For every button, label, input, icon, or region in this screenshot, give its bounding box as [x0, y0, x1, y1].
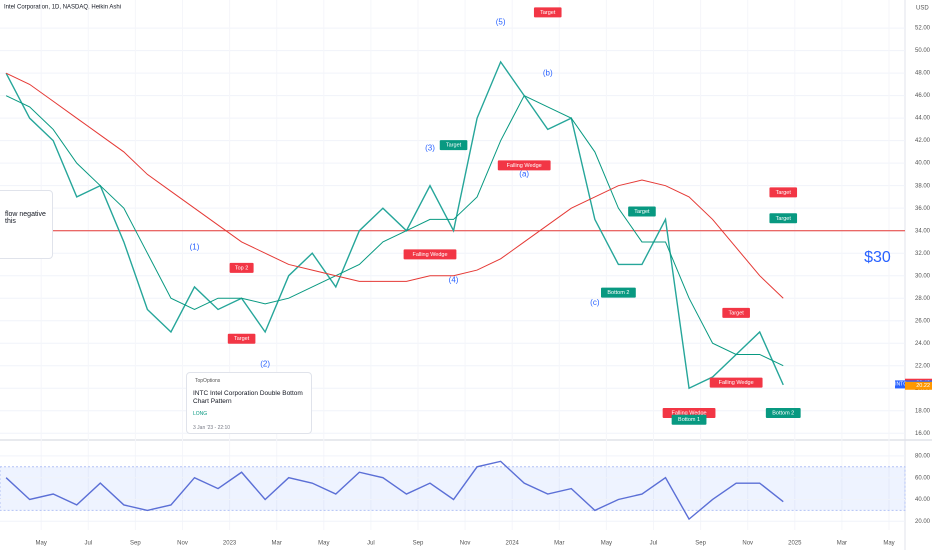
chart-title: Intel Corporation, 1D, NASDAQ, Heikin As…: [4, 5, 121, 11]
price-label-name-box: [895, 380, 907, 389]
y-tick-label: 48.00: [915, 71, 931, 77]
y-tick-label: 34.00: [915, 228, 931, 234]
idea-date: 3 Jan '23 - 22:10: [193, 425, 231, 431]
annotation-tag: [769, 187, 798, 198]
x-tick-label: Jul: [367, 541, 375, 547]
idea-author: TopOptions: [195, 378, 221, 384]
annotation-tag: [227, 333, 256, 344]
annotation-tag: [439, 140, 468, 151]
x-tick-label: May: [883, 541, 894, 547]
x-tick-label: Jul: [650, 541, 658, 547]
x-tick-label: Nov: [177, 541, 188, 547]
series-line: [5, 72, 784, 299]
annotation-tag: [709, 377, 763, 388]
y-tick-label: 16.00: [915, 431, 931, 437]
price-label: 20.22: [916, 383, 930, 389]
annotation-text: (2): [260, 360, 270, 369]
y-tick-label: 24.00: [915, 341, 931, 347]
annotation-text: (3): [425, 144, 435, 153]
rsi-band: [0, 466, 906, 511]
annotation-text: (a): [519, 170, 529, 179]
x-tick-label: Jul: [84, 541, 92, 547]
idea-title: INTC Intel Corporation Double Bottom Cha…: [193, 390, 303, 405]
annotation-tag: [533, 7, 562, 18]
annotation-text: Falling Wedge: [412, 252, 447, 258]
y-tick-label: 22.00: [915, 363, 931, 369]
y-tick-label: 40.00: [915, 161, 931, 167]
y-tick-label: 44.00: [915, 116, 931, 122]
annotation-text: Falling Wedge: [507, 163, 542, 169]
y-tick-label: 26.00: [915, 318, 931, 324]
annotation-text: Target: [634, 209, 650, 215]
y-tick-label: 32.00: [915, 251, 931, 257]
x-tick-label: Sep: [695, 541, 706, 547]
x-tick-label: Sep: [413, 541, 424, 547]
x-tick-label: Sep: [130, 541, 141, 547]
price-label-box: [905, 381, 932, 390]
y-tick-label: 30.00: [915, 273, 931, 279]
side-card-text: flow negative this: [5, 211, 46, 225]
y-tick-label: 42.00: [915, 138, 931, 144]
price-label-name: INTC: [895, 382, 907, 388]
x-tick-label: May: [601, 541, 612, 547]
idea-direction: LONG: [193, 411, 208, 417]
annotation-tag: [671, 414, 707, 425]
x-tick-label: Mar: [837, 541, 847, 547]
y-tick-label: 46.00: [915, 93, 931, 99]
annotation-tag: [601, 287, 636, 298]
x-tick-label: May: [36, 541, 47, 547]
y-tick-label: 18.00: [915, 408, 931, 414]
annotation-text: (b): [543, 68, 553, 77]
x-tick-label: 2025: [788, 541, 802, 547]
idea-card[interactable]: TopOptions INTC Intel Corporation Double…: [186, 372, 312, 434]
annotation-text: Target: [234, 336, 250, 342]
annotation-tag: [229, 262, 254, 273]
y-tick-label: 60.00: [915, 475, 931, 481]
x-tick-label: Mar: [554, 541, 564, 547]
series-line: [5, 460, 784, 521]
x-tick-label: May: [318, 541, 329, 547]
y-tick-label: 52.00: [915, 26, 931, 32]
annotation-tag: [722, 307, 750, 318]
annotation-text: Falling Wedge: [719, 380, 754, 386]
annotation-tag: [769, 213, 798, 224]
series-line: [5, 94, 784, 367]
annotation-text: Bottom 2: [772, 410, 794, 416]
x-tick-label: Nov: [460, 541, 471, 547]
annotation-text: Target: [776, 190, 792, 196]
annotation-text: (1): [190, 243, 200, 252]
annotation-text: Bottom 2: [607, 290, 629, 296]
annotation-text: Target: [729, 310, 745, 316]
annotation-tag: [765, 407, 801, 418]
annotation-tag: [403, 249, 457, 260]
annotation-tag: [497, 160, 551, 171]
y-tick-label: 80.00: [915, 453, 931, 459]
annotation-text: Target: [446, 143, 462, 149]
x-tick-label: 2024: [506, 541, 520, 547]
y-tick-label: 20.00: [915, 519, 931, 525]
y-axis-label: USD: [916, 6, 929, 12]
x-tick-label: Nov: [742, 541, 753, 547]
annotation-text: Target: [540, 10, 556, 16]
y-tick-label: 38.00: [915, 183, 931, 189]
annotation-text: (5): [496, 18, 506, 27]
y-tick-label: 40.00: [915, 497, 931, 503]
x-tick-label: Mar: [272, 541, 282, 547]
x-tick-label: 2023: [223, 541, 237, 547]
y-tick-label: 50.00: [915, 48, 931, 54]
side-card: flow negative this: [0, 190, 53, 259]
annotation-text: (4): [449, 275, 459, 284]
y-tick-label: 36.00: [915, 206, 931, 212]
annotation-text: Bottom 1: [678, 417, 700, 423]
annotation-text: Top 2: [235, 265, 248, 271]
annotation-tag: [628, 206, 656, 217]
annotation-text: (c): [590, 298, 600, 307]
annotation-text: Target: [776, 216, 792, 222]
y-tick-label: 28.00: [915, 296, 931, 302]
annotation-text: Falling Wedge: [672, 410, 707, 416]
annotation-text: $30: [864, 249, 891, 266]
